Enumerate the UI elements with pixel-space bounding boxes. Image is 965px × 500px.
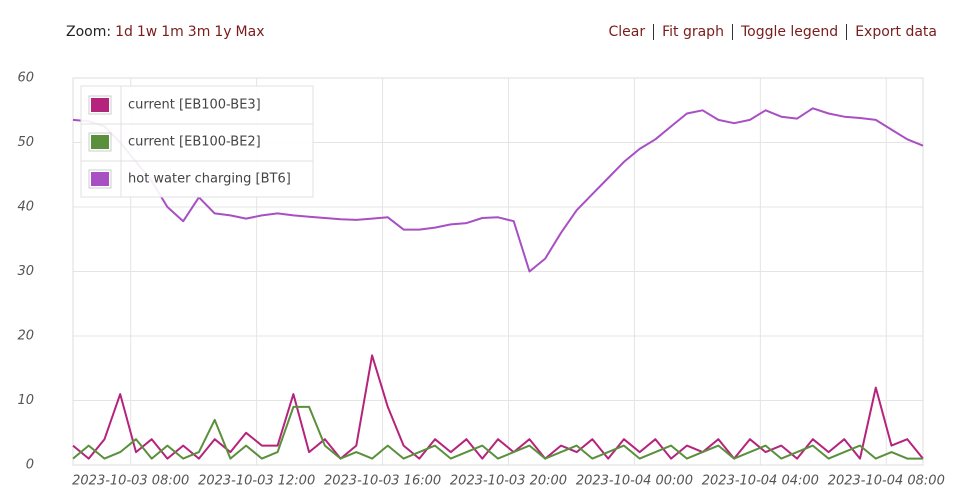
action-link[interactable]: Fit graph (653, 24, 724, 40)
legend-box (80, 85, 314, 198)
action-link[interactable]: Export data (846, 24, 937, 40)
legend-swatch (91, 135, 109, 149)
series-line (72, 354, 924, 460)
zoom-controls: Zoom: 1d 1w 1m 3m 1y Max (66, 24, 264, 40)
actions: Clear Fit graph Toggle legend Export data (608, 24, 937, 40)
x-tick-label: 2023-10-03 16:00 (324, 474, 441, 489)
y-tick-label: 60 (17, 71, 34, 86)
y-tick-label: 50 (17, 135, 34, 150)
zoom-option[interactable]: 3m (187, 24, 211, 40)
x-tick-label: 2023-10-03 12:00 (198, 474, 315, 489)
toolbar: Zoom: 1d 1w 1m 3m 1y Max Clear Fit graph Toggle … (66, 24, 937, 44)
zoom-option[interactable]: 1m (161, 24, 184, 40)
zoom-option[interactable]: 1y (214, 24, 232, 40)
action-link[interactable]: Toggle legend (731, 24, 839, 40)
zoom-option[interactable]: Max (235, 24, 265, 40)
x-tick-label: 2023-10-04 04:00 (702, 474, 819, 489)
x-tick-label: 2023-10-04 00:00 (576, 474, 693, 489)
x-tick-label: 2023-10-03 20:00 (450, 474, 567, 489)
legend-swatch (91, 172, 109, 186)
legend-swatch (91, 98, 109, 112)
zoom-option[interactable]: 1w (136, 24, 158, 40)
series-line (72, 107, 924, 273)
plot-border (72, 77, 924, 466)
series-line (72, 405, 923, 460)
x-tick-label: 2023-10-03 08:00 (72, 474, 189, 489)
zoom-label: Zoom: (66, 24, 112, 40)
action-link[interactable]: Clear (608, 24, 646, 40)
y-tick-label: 0 (26, 458, 34, 473)
y-tick-label: 40 (17, 200, 34, 215)
x-tick-label: 2023-10-04 08:00 (828, 474, 945, 489)
legend: current [EB100-BE3] current [EB100-BE2] ho… (80, 85, 314, 198)
legend-label: current [EB100-BE2] (128, 135, 261, 150)
zoom-option[interactable]: 1d (115, 24, 133, 40)
legend-label: hot water charging [BT6] (128, 172, 291, 187)
y-tick-label: 20 (17, 329, 34, 344)
y-tick-label: 30 (17, 264, 34, 279)
legend-label: current [EB100-BE3] (128, 98, 261, 113)
y-tick-label: 10 (17, 393, 34, 408)
